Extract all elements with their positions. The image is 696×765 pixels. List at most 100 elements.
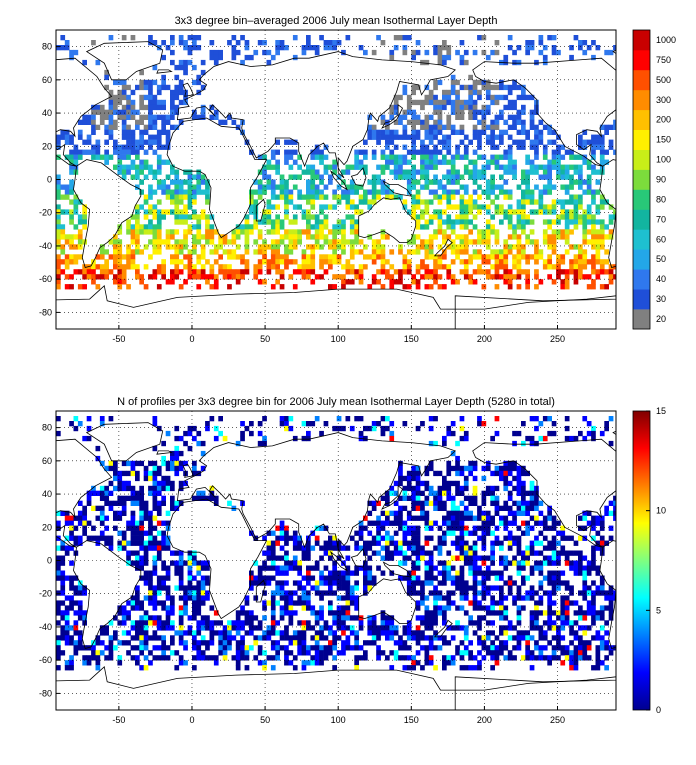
bin-cell: [425, 125, 430, 130]
bin-cell: [267, 600, 272, 605]
bin-cell: [135, 595, 140, 600]
bin-cell: [508, 85, 513, 90]
bin-cell: [376, 254, 381, 259]
bin-cell: [65, 274, 70, 279]
bin-cell: [306, 234, 311, 239]
bin-cell: [174, 561, 179, 566]
bin-cell: [82, 209, 87, 214]
bin-cell: [346, 576, 351, 581]
bin-cell: [122, 640, 127, 645]
bin-cell: [521, 219, 526, 224]
bin-cell: [78, 284, 83, 289]
bin-cell: [425, 610, 430, 615]
bin-cell: [376, 526, 381, 531]
bin-cell: [477, 80, 482, 85]
bin-cell: [275, 556, 280, 561]
bin-cell: [359, 645, 364, 650]
bin-cell: [420, 244, 425, 249]
bin-cell: [521, 576, 526, 581]
bin-cell: [438, 259, 443, 264]
bin-cell: [517, 536, 522, 541]
bin-cell: [354, 229, 359, 234]
bin-cell: [530, 625, 535, 630]
bin-cell: [407, 556, 412, 561]
bin-cell: [249, 195, 254, 200]
bin-cell: [78, 521, 83, 526]
bin-cell: [420, 491, 425, 496]
bin-cell: [600, 536, 605, 541]
bin-cell: [407, 269, 412, 274]
bin-cell: [332, 426, 337, 431]
bin-cell: [455, 249, 460, 254]
bin-cell: [508, 466, 513, 471]
bin-cell: [604, 620, 609, 625]
bin-cell: [578, 625, 583, 630]
bin-cell: [613, 516, 618, 521]
bin-cell: [604, 640, 609, 645]
bin-cell: [350, 244, 355, 249]
bin-cell: [420, 145, 425, 150]
bin-cell: [69, 244, 74, 249]
bin-cell: [565, 190, 570, 195]
bin-cell: [249, 645, 254, 650]
bin-cell: [534, 165, 539, 170]
bin-cell: [591, 264, 596, 269]
bin-cell: [499, 264, 504, 269]
bin-cell: [267, 630, 272, 635]
bin-cell: [306, 546, 311, 551]
bin-cell: [69, 259, 74, 264]
bin-cell: [139, 561, 144, 566]
bin-cell: [56, 600, 61, 605]
bin-cell: [411, 526, 416, 531]
bin-cell: [455, 571, 460, 576]
bin-cell: [284, 264, 289, 269]
bin-cell: [109, 491, 114, 496]
bin-cell: [337, 259, 342, 264]
bin-cell: [508, 204, 513, 209]
bin-cell: [332, 640, 337, 645]
bin-cell: [372, 150, 377, 155]
bin-cell: [157, 466, 162, 471]
x-tick-label: -50: [112, 334, 125, 344]
bin-cell: [503, 264, 508, 269]
bin-cell: [196, 219, 201, 224]
bin-cell: [539, 35, 544, 40]
bin-cell: [517, 561, 522, 566]
bin-cell: [499, 130, 504, 135]
bin-cell: [530, 45, 535, 50]
bin-cell: [534, 536, 539, 541]
bin-cell: [468, 239, 473, 244]
bin-cell: [275, 264, 280, 269]
bin-cell: [262, 635, 267, 640]
bin-cell: [341, 219, 346, 224]
bin-cell: [543, 576, 548, 581]
bin-cell: [473, 100, 478, 105]
bin-cell: [381, 40, 386, 45]
bin-cell: [503, 501, 508, 506]
bin-cell: [157, 481, 162, 486]
bin-cell: [346, 625, 351, 630]
bin-cell: [385, 190, 390, 195]
bin-cell: [530, 110, 535, 115]
bin-cell: [609, 536, 614, 541]
bin-cell: [591, 526, 596, 531]
bin-cell: [56, 204, 61, 209]
bin-cell: [249, 55, 254, 60]
bin-cell: [157, 541, 162, 546]
bin-cell: [521, 441, 526, 446]
bin-cell: [495, 274, 500, 279]
bin-cell: [486, 526, 491, 531]
bin-cell: [183, 441, 188, 446]
bin-cell: [109, 650, 114, 655]
bin-cell: [249, 224, 254, 229]
bin-cell: [552, 600, 557, 605]
bin-cell: [153, 105, 158, 110]
bin-cell: [525, 170, 530, 175]
bin-cell: [319, 234, 324, 239]
bin-cell: [560, 209, 565, 214]
bin-cell: [385, 491, 390, 496]
bin-cell: [367, 546, 372, 551]
bin-cell: [517, 471, 522, 476]
bin-cell: [547, 615, 552, 620]
bin-cell: [385, 160, 390, 165]
